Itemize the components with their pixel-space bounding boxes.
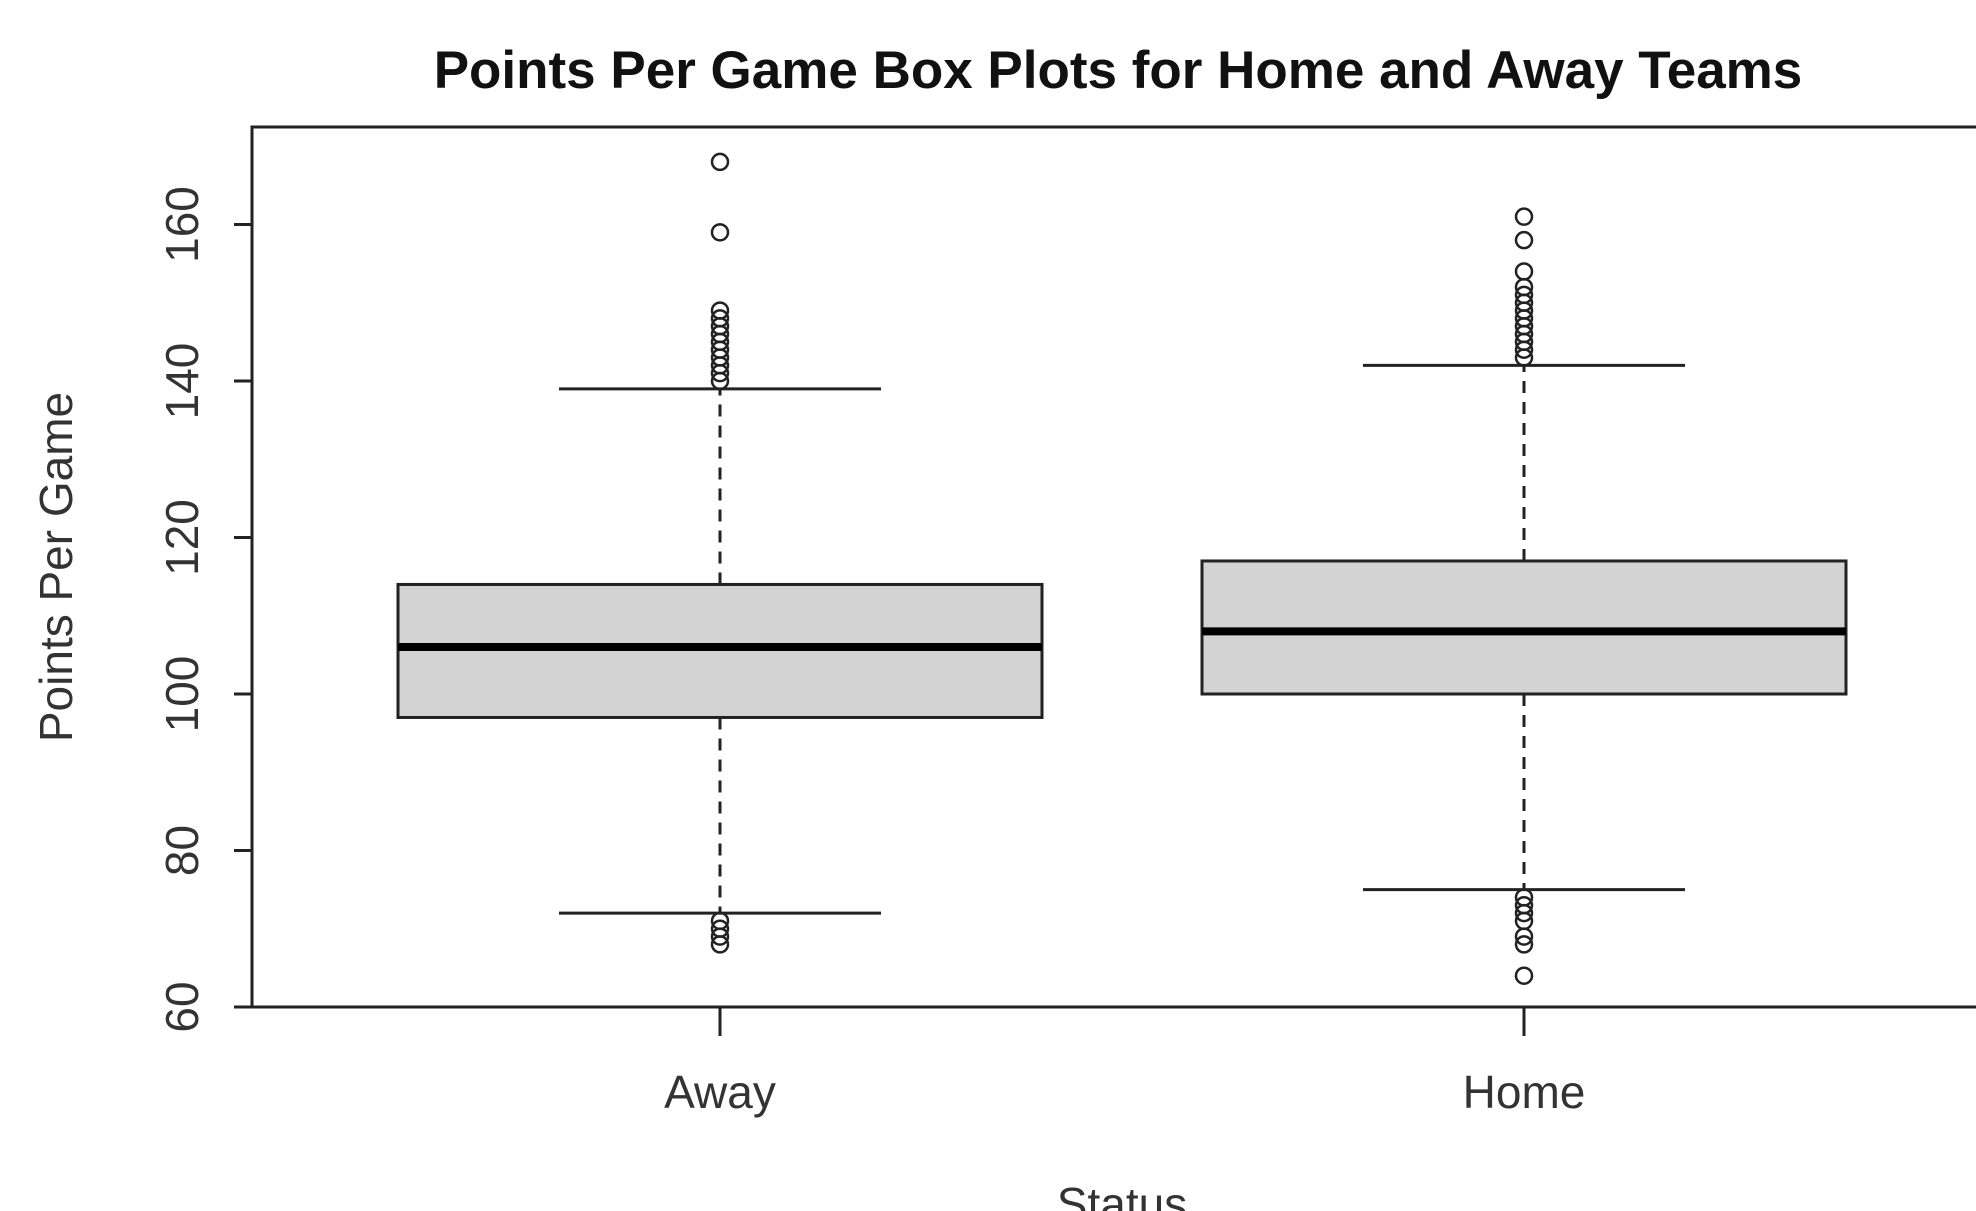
outlier-point	[1514, 935, 1534, 954]
outlier-point	[710, 152, 730, 172]
y-tick-label: 100	[156, 656, 208, 733]
x-tick-label: Home	[1463, 1066, 1586, 1118]
outlier-point	[1514, 285, 1534, 305]
y-axis: 60 80 100 120 140 160	[156, 186, 252, 1033]
outlier-point	[710, 309, 730, 328]
plot-frame	[250, 125, 1976, 1009]
outlier-point	[710, 919, 730, 938]
y-tick-label: 120	[156, 499, 208, 576]
y-axis-label: Points Per Game	[30, 392, 82, 742]
box-home	[1200, 207, 1848, 985]
outlier-point	[710, 911, 730, 931]
y-tick-label: 80	[156, 825, 208, 876]
outlier-point	[1514, 888, 1534, 907]
outlier-point	[710, 223, 730, 242]
outlier-point	[1514, 966, 1534, 985]
box-away	[396, 152, 1044, 954]
x-axis-label: Status	[1057, 1178, 1187, 1211]
y-tick-label: 60	[156, 981, 208, 1032]
outlier-point	[710, 301, 730, 320]
y-tick-label: 140	[156, 343, 208, 420]
y-tick-label: 160	[156, 186, 208, 263]
outlier-point	[1514, 262, 1534, 281]
x-tick-label: Away	[664, 1066, 776, 1118]
outlier-point	[1514, 896, 1534, 915]
outlier-point	[1514, 230, 1534, 250]
outlier-point	[1514, 207, 1534, 226]
box-series	[396, 152, 1848, 985]
x-axis: Away Home	[664, 1007, 1585, 1118]
chart-title: Points Per Game Box Plots for Home and A…	[434, 41, 1803, 100]
